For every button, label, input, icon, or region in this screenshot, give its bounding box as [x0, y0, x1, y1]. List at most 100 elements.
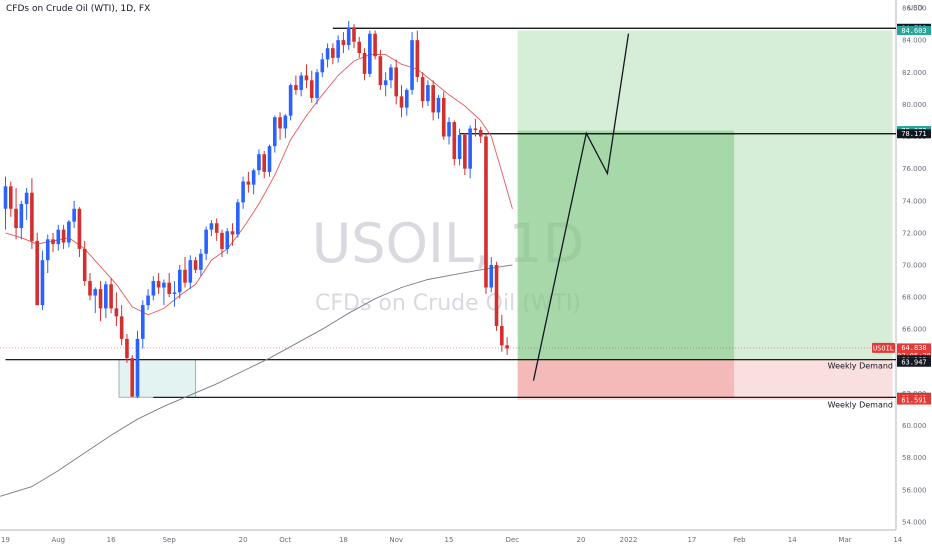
price-tag-label: 78.171: [901, 130, 926, 138]
projection-path: [532, 33, 630, 381]
candle-body: [56, 229, 61, 245]
price-tag-label: 84.603: [901, 27, 926, 35]
candle-body: [130, 358, 135, 397]
candle-body: [61, 229, 66, 243]
candle-body: [236, 202, 240, 235]
candle-body: [209, 223, 214, 230]
candle-body: [151, 281, 156, 296]
candle-body: [452, 122, 457, 159]
candle-body: [82, 248, 87, 282]
currency-label: USD: [908, 4, 923, 12]
price-tag-label: 61.591: [901, 396, 926, 404]
candle-body: [463, 134, 467, 169]
candle-body: [45, 239, 50, 261]
candle-body: [457, 134, 462, 159]
candle-body: [193, 260, 198, 270]
candle-body: [35, 240, 39, 306]
candle-body: [431, 85, 435, 113]
price-tick-label: 54.000: [902, 518, 927, 526]
candle-body: [404, 89, 409, 108]
candle-body: [88, 281, 92, 296]
price-tick-label: 80.000: [902, 101, 927, 109]
candle-body: [378, 56, 383, 86]
candle-body: [77, 208, 82, 249]
time-tick-label: 19: [1, 536, 10, 544]
time-tick-label: Feb: [733, 536, 746, 544]
candle-body: [257, 154, 261, 171]
candle-body: [14, 208, 18, 229]
candle-body: [383, 80, 388, 86]
candle-body: [288, 85, 293, 116]
candle-body: [346, 27, 351, 45]
candle-body: [278, 117, 282, 129]
candle-body: [267, 146, 272, 172]
candle-body: [500, 326, 504, 346]
zone-label: Weekly Demand: [828, 362, 893, 371]
candle-body: [389, 67, 393, 81]
candle-body: [114, 308, 119, 317]
candle-body: [167, 282, 171, 294]
candle-body: [251, 170, 256, 185]
price-tag: [897, 357, 931, 367]
candle-body: [40, 260, 45, 306]
candle-body: [225, 231, 230, 249]
candle-body: [362, 53, 367, 74]
candle-body: [214, 223, 219, 233]
candle-body: [325, 48, 330, 60]
time-tick-label: 15: [445, 536, 454, 544]
price-tick-label: 74.000: [902, 197, 927, 205]
short-moving-average: [5, 54, 513, 316]
time-tick-label: 20: [239, 536, 248, 544]
price-tick-label: 86.000: [902, 5, 927, 13]
price-tag: [897, 129, 931, 139]
price-tick-label: 82.000: [902, 69, 927, 77]
candle-body: [51, 239, 55, 245]
time-tick-label: Nov: [389, 536, 403, 544]
position-profit-zone: [517, 130, 735, 360]
candle-body: [162, 282, 166, 288]
symbol-tag: [872, 342, 895, 353]
candle-body: [30, 192, 34, 241]
candle-body: [109, 284, 113, 309]
candle-body: [140, 305, 145, 339]
candle-body: [299, 75, 303, 90]
candle-body: [272, 117, 277, 147]
candle-body: [188, 260, 193, 283]
price-tick-label: 72.000: [902, 229, 927, 237]
candle-body: [135, 338, 140, 397]
candle-body: [93, 289, 98, 296]
price-tag-label: 64.838: [901, 344, 926, 352]
candle-body: [156, 281, 161, 288]
time-tick-label: 18: [339, 536, 348, 544]
price-tick-label: 66.000: [902, 326, 927, 334]
time-tick-label: Dec: [506, 536, 520, 544]
price-tick-label: 76.000: [902, 165, 927, 173]
time-tick-label: Aug: [51, 536, 65, 544]
candle-body: [473, 128, 478, 131]
price-tag: [897, 395, 931, 405]
candle-body: [415, 40, 420, 78]
time-tick-label: Oct: [279, 536, 291, 544]
candle-body: [484, 136, 488, 288]
price-tick-label: 68.000: [902, 294, 927, 302]
candle-body: [72, 208, 76, 222]
candle-body: [373, 33, 377, 57]
candle-body: [19, 203, 24, 229]
time-tick-label: Sep: [163, 536, 177, 544]
time-tick-label: 16: [107, 536, 116, 544]
long-moving-average: [0, 264, 513, 497]
candle-body: [8, 186, 13, 209]
time-tick-label: 2022: [620, 536, 638, 544]
candle-body: [262, 154, 267, 172]
candle-body: [304, 75, 309, 81]
candle-body: [394, 67, 399, 97]
candle-body: [468, 128, 472, 169]
candle-body: [494, 265, 499, 327]
candle-body: [420, 77, 425, 102]
candle-body: [230, 231, 235, 235]
candle-body: [199, 253, 203, 270]
price-tick-label: 84.000: [902, 37, 927, 45]
candle-body: [241, 181, 245, 203]
time-tick-label: Mar: [838, 536, 851, 544]
